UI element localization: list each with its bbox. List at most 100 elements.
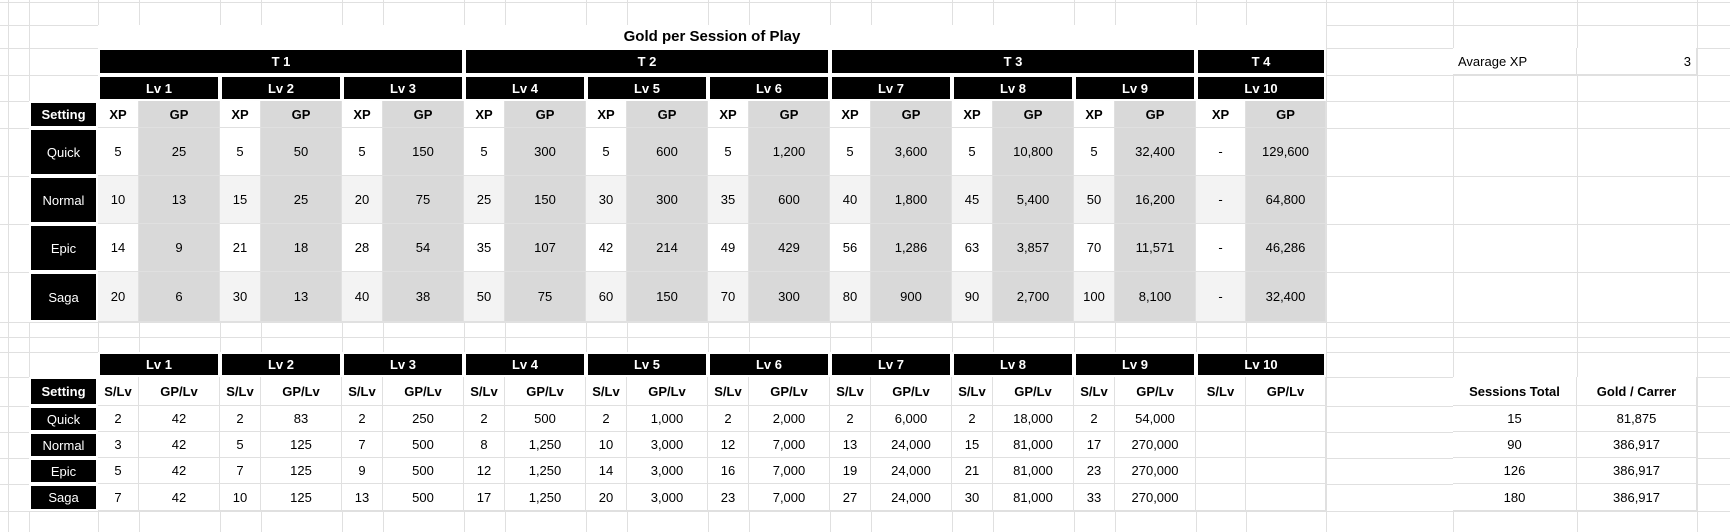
table1-quick-lv8-xp-cell[interactable]: 5	[952, 128, 993, 176]
table2-saga-lv7-slv-cell[interactable]: 27	[830, 484, 871, 511]
table1-row-label-epic[interactable]: Epic	[29, 224, 98, 272]
table2-row-label-epic[interactable]: Epic	[29, 458, 98, 484]
table2-lv6-slv-header[interactable]: S/Lv	[708, 377, 749, 406]
table2-epic-lv9-slv-cell[interactable]: 23	[1074, 458, 1115, 484]
table2-lv10-gplv-header[interactable]: GP/Lv	[1246, 377, 1326, 406]
table2-normal-lv2-slv-cell[interactable]: 5	[220, 432, 261, 458]
table2-quick-lv8-gplv-cell[interactable]: 18,000	[993, 406, 1074, 432]
table2-quick-sessions-total-cell[interactable]: 15	[1453, 406, 1577, 432]
table1-lv8-gp-header[interactable]: GP	[993, 101, 1074, 128]
table1-lv7-gp-header[interactable]: GP	[871, 101, 952, 128]
table2-level-header-1[interactable]: Lv 1	[98, 352, 220, 377]
table2-saga-lv4-slv-cell[interactable]: 17	[464, 484, 505, 511]
table1-epic-lv7-gp-cell[interactable]: 1,286	[871, 224, 952, 272]
table2-normal-lv8-slv-cell[interactable]: 15	[952, 432, 993, 458]
table2-level-header-3[interactable]: Lv 3	[342, 352, 464, 377]
table1-normal-lv4-gp-cell[interactable]: 150	[505, 176, 586, 224]
table2-lv1-gplv-header[interactable]: GP/Lv	[139, 377, 220, 406]
table1-normal-lv7-gp-cell[interactable]: 1,800	[871, 176, 952, 224]
gold-career-header[interactable]: Gold / Carrer	[1577, 377, 1697, 406]
table2-level-header-5[interactable]: Lv 5	[586, 352, 708, 377]
table2-epic-lv3-gplv-cell[interactable]: 500	[383, 458, 464, 484]
table1-saga-lv5-xp-cell[interactable]: 60	[586, 272, 627, 322]
table2-lv3-slv-header[interactable]: S/Lv	[342, 377, 383, 406]
tier-header-t4[interactable]: T 4	[1196, 48, 1326, 75]
table1-level-header-6[interactable]: Lv 6	[708, 75, 830, 101]
table2-epic-lv2-slv-cell[interactable]: 7	[220, 458, 261, 484]
table1-normal-lv7-xp-cell[interactable]: 40	[830, 176, 871, 224]
table2-row-label-quick[interactable]: Quick	[29, 406, 98, 432]
table2-quick-lv4-gplv-cell[interactable]: 500	[505, 406, 586, 432]
sessions-total-header[interactable]: Sessions Total	[1453, 377, 1577, 406]
table2-lv7-slv-header[interactable]: S/Lv	[830, 377, 871, 406]
table1-normal-lv8-gp-cell[interactable]: 5,400	[993, 176, 1074, 224]
table2-setting-header[interactable]: Setting	[29, 377, 98, 406]
table2-saga-lv2-gplv-cell[interactable]: 125	[261, 484, 342, 511]
table2-normal-lv5-slv-cell[interactable]: 10	[586, 432, 627, 458]
table2-saga-lv3-slv-cell[interactable]: 13	[342, 484, 383, 511]
table1-epic-lv7-xp-cell[interactable]: 56	[830, 224, 871, 272]
table1-epic-lv2-xp-cell[interactable]: 21	[220, 224, 261, 272]
table2-epic-sessions-total-cell[interactable]: 126	[1453, 458, 1577, 484]
table2-epic-lv10-slv-cell[interactable]	[1196, 458, 1246, 484]
table1-lv10-xp-header[interactable]: XP	[1196, 101, 1246, 128]
table1-normal-lv10-xp-cell[interactable]: -	[1196, 176, 1246, 224]
table1-normal-lv10-gp-cell[interactable]: 64,800	[1246, 176, 1326, 224]
table1-normal-lv9-gp-cell[interactable]: 16,200	[1115, 176, 1196, 224]
table2-level-header-10[interactable]: Lv 10	[1196, 352, 1326, 377]
table1-epic-lv9-xp-cell[interactable]: 70	[1074, 224, 1115, 272]
table1-epic-lv5-xp-cell[interactable]: 42	[586, 224, 627, 272]
table2-quick-lv9-slv-cell[interactable]: 2	[1074, 406, 1115, 432]
table1-epic-lv4-gp-cell[interactable]: 107	[505, 224, 586, 272]
table1-normal-lv9-xp-cell[interactable]: 50	[1074, 176, 1115, 224]
table1-saga-lv4-xp-cell[interactable]: 50	[464, 272, 505, 322]
table1-level-header-1[interactable]: Lv 1	[98, 75, 220, 101]
table2-quick-lv4-slv-cell[interactable]: 2	[464, 406, 505, 432]
table1-saga-lv8-xp-cell[interactable]: 90	[952, 272, 993, 322]
table2-saga-gold-career-cell[interactable]: 386,917	[1577, 484, 1697, 511]
table2-lv4-slv-header[interactable]: S/Lv	[464, 377, 505, 406]
table2-lv1-slv-header[interactable]: S/Lv	[98, 377, 139, 406]
table1-saga-lv6-xp-cell[interactable]: 70	[708, 272, 749, 322]
table1-lv6-gp-header[interactable]: GP	[749, 101, 830, 128]
table1-normal-lv8-xp-cell[interactable]: 45	[952, 176, 993, 224]
table1-level-header-8[interactable]: Lv 8	[952, 75, 1074, 101]
table2-normal-lv4-slv-cell[interactable]: 8	[464, 432, 505, 458]
table2-normal-lv6-gplv-cell[interactable]: 7,000	[749, 432, 830, 458]
table1-saga-lv8-gp-cell[interactable]: 2,700	[993, 272, 1074, 322]
table2-level-header-7[interactable]: Lv 7	[830, 352, 952, 377]
table2-lv8-slv-header[interactable]: S/Lv	[952, 377, 993, 406]
table2-normal-lv3-slv-cell[interactable]: 7	[342, 432, 383, 458]
table2-epic-lv8-slv-cell[interactable]: 21	[952, 458, 993, 484]
table1-normal-lv2-gp-cell[interactable]: 25	[261, 176, 342, 224]
table1-saga-lv10-gp-cell[interactable]: 32,400	[1246, 272, 1326, 322]
table1-saga-lv7-xp-cell[interactable]: 80	[830, 272, 871, 322]
table2-lv5-slv-header[interactable]: S/Lv	[586, 377, 627, 406]
table1-epic-lv4-xp-cell[interactable]: 35	[464, 224, 505, 272]
table2-normal-lv1-slv-cell[interactable]: 3	[98, 432, 139, 458]
table2-quick-lv2-slv-cell[interactable]: 2	[220, 406, 261, 432]
table1-saga-lv4-gp-cell[interactable]: 75	[505, 272, 586, 322]
table2-saga-lv4-gplv-cell[interactable]: 1,250	[505, 484, 586, 511]
table1-quick-lv3-xp-cell[interactable]: 5	[342, 128, 383, 176]
table2-normal-lv10-slv-cell[interactable]	[1196, 432, 1246, 458]
table2-epic-lv7-slv-cell[interactable]: 19	[830, 458, 871, 484]
table1-normal-lv2-xp-cell[interactable]: 15	[220, 176, 261, 224]
table1-saga-lv5-gp-cell[interactable]: 150	[627, 272, 708, 322]
table2-normal-lv9-gplv-cell[interactable]: 270,000	[1115, 432, 1196, 458]
table2-level-header-4[interactable]: Lv 4	[464, 352, 586, 377]
table1-level-header-3[interactable]: Lv 3	[342, 75, 464, 101]
table1-quick-lv3-gp-cell[interactable]: 150	[383, 128, 464, 176]
table1-epic-lv3-xp-cell[interactable]: 28	[342, 224, 383, 272]
table1-setting-header[interactable]: Setting	[29, 101, 98, 128]
table1-lv10-gp-header[interactable]: GP	[1246, 101, 1326, 128]
table2-saga-lv6-gplv-cell[interactable]: 7,000	[749, 484, 830, 511]
table1-lv3-gp-header[interactable]: GP	[383, 101, 464, 128]
table2-lv2-slv-header[interactable]: S/Lv	[220, 377, 261, 406]
table2-lv5-gplv-header[interactable]: GP/Lv	[627, 377, 708, 406]
table2-epic-lv3-slv-cell[interactable]: 9	[342, 458, 383, 484]
table2-quick-lv3-slv-cell[interactable]: 2	[342, 406, 383, 432]
table1-level-header-9[interactable]: Lv 9	[1074, 75, 1196, 101]
table2-saga-lv7-gplv-cell[interactable]: 24,000	[871, 484, 952, 511]
